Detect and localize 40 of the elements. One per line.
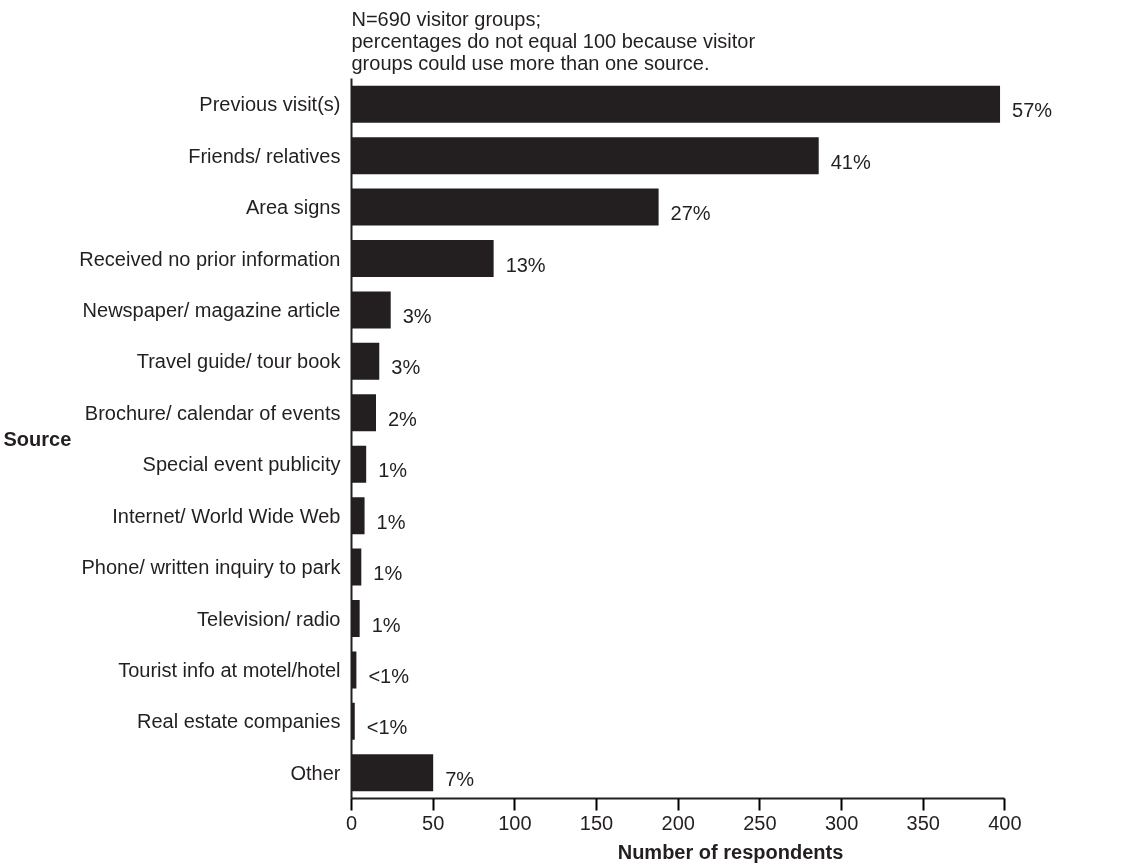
- x-tick-label: 0: [345, 811, 358, 834]
- annotation: 3%: [391, 356, 421, 379]
- annotation: 1%: [373, 562, 403, 585]
- x-tick-label: 250: [743, 811, 777, 834]
- x-tick-label: 350: [906, 811, 940, 834]
- x-tick-label: 400: [988, 811, 1022, 834]
- y-tick-label: Internet/ World Wide Web: [112, 504, 341, 527]
- annotation: 1%: [376, 510, 406, 533]
- y-tick-label: Travel guide/ tour book: [136, 350, 342, 373]
- x-tick-label: 50: [422, 811, 445, 834]
- y-tick-label: Brochure/ calendar of events: [84, 401, 341, 424]
- annotation: 3%: [402, 304, 432, 327]
- annotation: 1%: [378, 459, 408, 482]
- annotation: 27%: [670, 202, 711, 225]
- annotation: 57%: [1012, 99, 1053, 122]
- x-tick-label: 200: [661, 811, 695, 834]
- x-tick-label: 300: [824, 811, 859, 834]
- annotation: 1%: [371, 613, 401, 636]
- y-tick-label: Previous visit(s): [199, 93, 341, 116]
- y-tick-label: Television/ radio: [197, 607, 341, 630]
- annotation: 41%: [830, 150, 871, 173]
- annotation: 7%: [445, 767, 475, 790]
- annotation: <1%: [366, 716, 408, 739]
- y-tick-label: Received no prior information: [79, 247, 341, 270]
- y-tick-label: Phone/ written inquiry to park: [81, 556, 342, 579]
- y-tick-label: Newspaper/ magazine article: [82, 298, 341, 321]
- y-tick-label: Friends/ relatives: [188, 144, 341, 167]
- annotation: 13%: [505, 253, 546, 276]
- chart-title: N=690 visitor groups; percentages do not equal 100 because visitor groups could use more than one source.: [351, 7, 756, 74]
- y-tick-label: Real estate companies: [137, 710, 341, 733]
- annotation: 2%: [388, 407, 418, 430]
- annotation: <1%: [368, 664, 410, 687]
- x-tick-label: 100: [498, 811, 532, 834]
- x-tick-label: 150: [579, 811, 614, 834]
- y-tick-label: Other: [290, 761, 341, 784]
- y-tick-label: Area signs: [246, 196, 341, 219]
- x-axis-title: Number of respondents: [617, 840, 844, 863]
- y-axis-title: Source: [3, 427, 72, 450]
- y-tick-label: Special event publicity: [142, 453, 341, 476]
- y-tick-label: Tourist info at motel/hotel: [118, 658, 341, 681]
